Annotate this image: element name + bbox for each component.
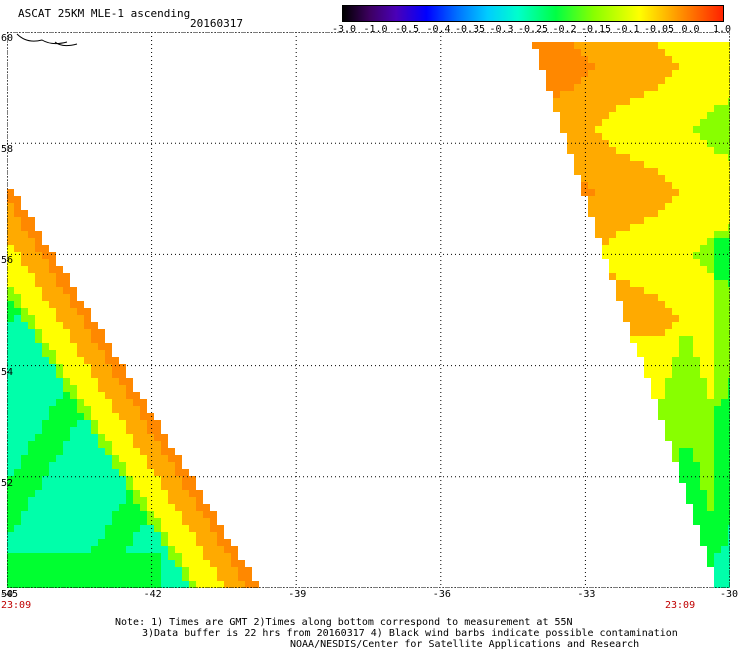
note-line-3: NOAA/NESDIS/Center for Satellite Applica… [290, 639, 640, 650]
colorbar-tick: -0.5 [394, 24, 420, 35]
map-plot [7, 32, 730, 588]
colorbar-tick: -0.1 [615, 24, 640, 35]
lon-label: -45 [0, 589, 19, 600]
colorbar-tick: -0.25 [517, 24, 549, 35]
lat-label: 54 [1, 366, 14, 378]
lat-label: 60 [1, 33, 14, 44]
colorbar [342, 5, 724, 22]
lon-label: -36 [432, 589, 451, 600]
lon-label: -33 [577, 589, 596, 600]
colorbar-tick: -3.0 [331, 24, 357, 35]
map-title: ASCAT 25KM MLE-1 ascending [18, 7, 191, 20]
colorbar-tick: -0.4 [426, 24, 451, 35]
time-right: 23:09 [665, 600, 696, 611]
lon-label: -39 [288, 589, 307, 600]
colorbar-tick: 0.0 [681, 24, 700, 35]
lat-label: 52 [1, 477, 14, 489]
colorbar-tick: -1.0 [363, 24, 388, 35]
lon-label: -42 [143, 589, 162, 600]
lat-label: 50 [1, 589, 14, 600]
lat-lon-grid [7, 32, 730, 588]
colorbar-tick: 1.0 [712, 24, 732, 35]
lat-label: 56 [1, 255, 14, 267]
map-date: 20160317 [190, 17, 243, 30]
colorbar-tick: -0.15 [580, 24, 612, 35]
coastline [16, 33, 78, 47]
swath-cells [7, 42, 730, 588]
time-left: 23:09 [1, 600, 32, 611]
colorbar-tick: -0.05 [643, 24, 675, 35]
colorbar-tick: -0.35 [454, 24, 486, 35]
lat-label: 58 [1, 144, 14, 156]
lon-label: -30 [720, 589, 739, 600]
colorbar-tick: -0.3 [489, 24, 514, 35]
note-line-2: 3)Data buffer is 22 hrs from 20160317 4)… [142, 628, 678, 639]
map-frame [7, 32, 730, 588]
note-line-1: Note: 1) Times are GMT 2)Times along bot… [115, 617, 573, 628]
colorbar-tick: -0.2 [552, 24, 577, 35]
